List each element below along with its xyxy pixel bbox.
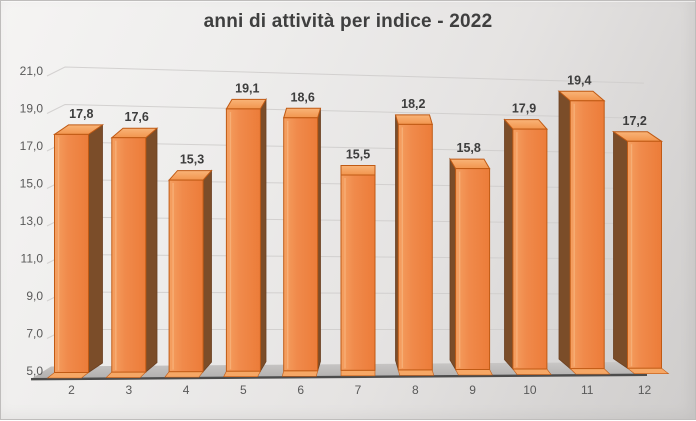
bar-2: 17,8 (46, 107, 105, 379)
x-axis-category-label: 10 (523, 383, 537, 397)
bar-side-face (558, 90, 571, 370)
bar-front-face (283, 117, 319, 372)
bar-11: 19,4 (557, 73, 611, 375)
bar-7: 15,5 (340, 148, 376, 377)
gridline (46, 66, 645, 84)
bar-top-face (449, 158, 491, 170)
bar-4: 15,3 (164, 153, 213, 378)
bar-front-face (455, 168, 491, 370)
bar-12: 17,2 (611, 114, 670, 374)
x-axis-category-label: 9 (469, 383, 476, 397)
bar-front-face (569, 100, 605, 370)
x-axis-category-label: 2 (68, 383, 75, 397)
bar-top-face (340, 165, 376, 176)
data-label: 17,2 (623, 114, 647, 128)
x-axis-category-label: 11 (581, 383, 594, 397)
bar-bottom-face (340, 370, 376, 377)
bar-bottom-face (397, 369, 435, 376)
y-axis-tick-label: 21,0 (20, 64, 44, 78)
bar-bottom-face (164, 371, 204, 378)
bar-side-face (613, 131, 628, 369)
bar-side-face (202, 169, 212, 373)
bar-side-face (259, 97, 267, 373)
bar-front-face (168, 179, 204, 373)
bar-front-face (54, 133, 89, 373)
bar-bottom-face (512, 368, 552, 375)
bar-front-face (627, 140, 662, 369)
bar-bottom-face (223, 370, 261, 378)
x-axis-category-label: 4 (183, 383, 190, 397)
bar-front-face (225, 108, 261, 372)
y-axis-tick-label: 11,0 (21, 252, 44, 266)
bar-side-face (449, 157, 457, 371)
data-label: 18,2 (401, 97, 425, 111)
bar-side-face (145, 127, 158, 373)
data-label: 15,5 (346, 148, 370, 162)
data-label: 19,1 (235, 81, 259, 95)
y-axis: 5,0 7,0 9,0 11,0 13,0 15,0 17,0 19,0 21,0 (20, 64, 44, 378)
x-axis: 2 3 4 5 6 7 8 9 10 11 12 (68, 383, 651, 397)
bar-bottom-face (626, 367, 670, 374)
bar-8: 18,2 (394, 97, 435, 376)
x-axis-category-label: 7 (355, 383, 362, 397)
bar-6: 18,6 (281, 90, 322, 377)
floor-front-edge (30, 373, 648, 381)
data-label: 17,9 (512, 102, 536, 116)
y-axis-tick-label: 15,0 (20, 177, 44, 191)
bar-front-face (512, 128, 548, 370)
x-axis-category-label: 3 (125, 383, 132, 397)
bar-front-face (111, 137, 147, 373)
gridline (46, 103, 645, 119)
bar-front-face (397, 123, 433, 371)
y-axis-tick-label: 17,0 (20, 139, 44, 153)
x-axis-category-label: 12 (638, 383, 652, 397)
bar-9: 15,8 (449, 141, 493, 376)
bar-bottom-face (569, 368, 611, 375)
x-axis-category-label: 5 (240, 383, 247, 397)
data-label: 19,4 (567, 73, 591, 87)
bar-top-face (225, 98, 267, 110)
x-axis-category-label: 8 (412, 383, 419, 397)
y-axis-tick-label: 5,0 (26, 364, 43, 378)
chart-title: anni di attività per indice - 2022 (203, 11, 493, 32)
data-label: 18,6 (291, 90, 315, 104)
bar-top-face (283, 107, 322, 119)
bar-3: 17,6 (105, 110, 159, 378)
bar-top-face (394, 114, 433, 125)
data-label: 15,3 (180, 153, 204, 167)
bar-front-face (340, 174, 376, 371)
y-axis-tick-label: 9,0 (26, 289, 43, 303)
data-label: 17,6 (125, 110, 149, 124)
bar-bottom-face (455, 369, 493, 376)
x-axis-category-label: 6 (297, 383, 304, 397)
data-label: 15,8 (457, 141, 481, 155)
data-label: 17,8 (69, 107, 93, 121)
bar-10: 17,9 (503, 102, 552, 375)
bar-5: 19,1 (223, 81, 267, 378)
bar-side-face (88, 124, 103, 374)
y-axis-tick-label: 19,0 (20, 102, 44, 116)
bar-bottom-face (105, 371, 147, 378)
y-axis-tick-label: 7,0 (26, 327, 43, 341)
y-axis-tick-label: 13,0 (20, 214, 44, 228)
bar-bottom-face (46, 372, 90, 379)
bar-bottom-face (281, 370, 319, 377)
bar-side-face (504, 118, 514, 371)
